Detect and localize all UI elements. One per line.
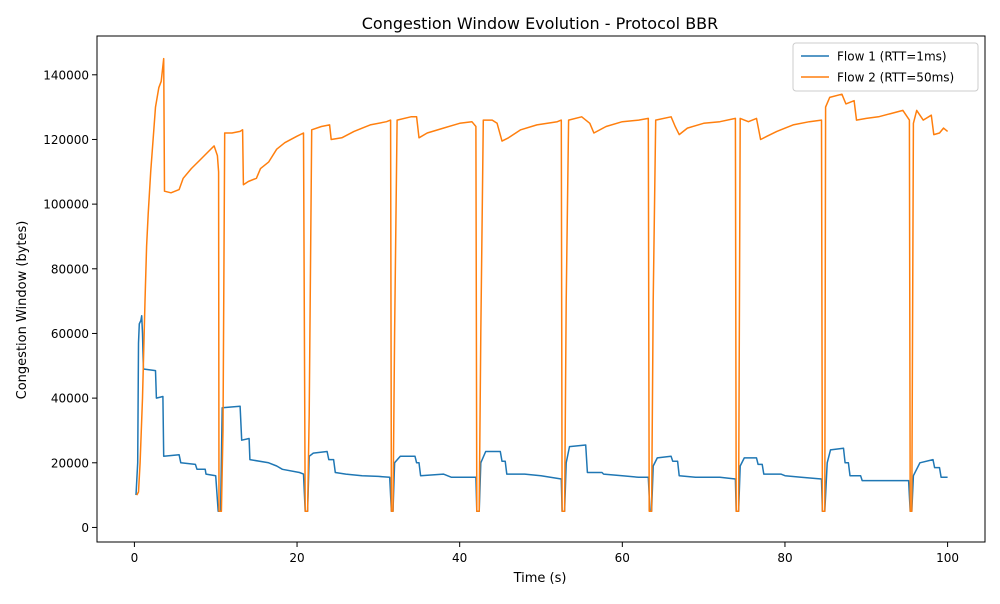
x-tick-label: 0	[131, 551, 139, 565]
y-axis-label: Congestion Window (bytes)	[15, 221, 30, 400]
y-tick-label: 0	[81, 521, 89, 535]
legend-label-1: Flow 1 (RTT=1ms)	[837, 50, 947, 64]
series-line-2	[136, 57, 949, 513]
x-tick-label: 20	[289, 551, 304, 565]
y-tick-label: 120000	[43, 133, 89, 147]
y-axis: 0 20000 40000 60000 80000 100000 120000 140000	[43, 68, 97, 535]
x-tick-label: 60	[615, 551, 630, 565]
legend: Flow 1 (RTT=1ms) Flow 2 (RTT=50ms)	[792, 42, 979, 92]
x-axis: 0 20 40 60 80 100	[131, 542, 959, 565]
plot-area-frame	[96, 35, 986, 543]
x-tick-label: 40	[452, 551, 467, 565]
x-tick-label: 80	[777, 551, 792, 565]
x-tick-label: 100	[936, 551, 959, 565]
legend-label-2: Flow 2 (RTT=50ms)	[837, 71, 954, 85]
y-tick-label: 80000	[51, 262, 89, 276]
lines-layer	[135, 57, 949, 513]
y-tick-label: 20000	[51, 456, 89, 470]
x-axis-label: Time (s)	[513, 571, 567, 586]
y-tick-label: 40000	[51, 392, 89, 406]
chart-title: Congestion Window Evolution - Protocol B…	[362, 14, 719, 33]
y-tick-label: 100000	[43, 198, 89, 212]
y-tick-label: 140000	[43, 68, 89, 82]
y-tick-label: 60000	[51, 327, 89, 341]
legend-box	[792, 42, 979, 92]
